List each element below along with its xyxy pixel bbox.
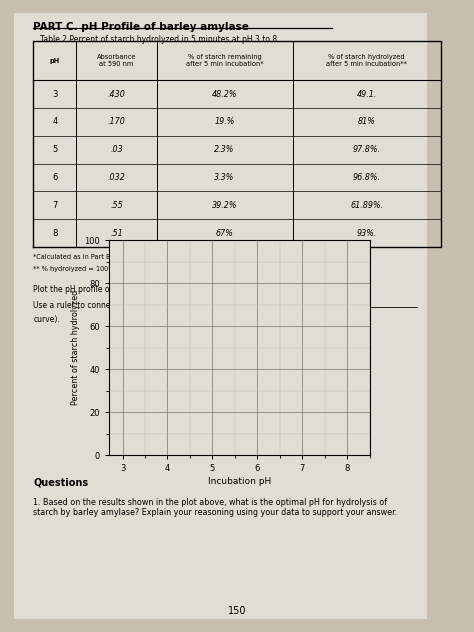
Text: ** % hydrolyzed = 100 - % remaining: ** % hydrolyzed = 100 - % remaining xyxy=(33,266,156,272)
Text: 81%: 81% xyxy=(358,118,375,126)
Text: from point to point (not a best-fit: from point to point (not a best-fit xyxy=(222,301,349,310)
Text: 5: 5 xyxy=(52,145,57,154)
Text: Plot the pH profile on the graph below.  Use open circles (O) to mark each data : Plot the pH profile on the graph below. … xyxy=(33,285,360,294)
Text: 6: 6 xyxy=(52,173,57,182)
Text: 67%: 67% xyxy=(216,229,234,238)
Text: 93%.: 93%. xyxy=(356,229,377,238)
Text: Questions: Questions xyxy=(33,477,88,487)
Text: .51: .51 xyxy=(110,229,123,238)
Text: 8: 8 xyxy=(52,229,57,238)
Text: 96.8%.: 96.8%. xyxy=(353,173,381,182)
Text: 61.89%.: 61.89%. xyxy=(350,201,383,210)
Text: *Calculated as in Part B (use the absorbance of the 0 tube in Part B for the cal: *Calculated as in Part B (use the absorb… xyxy=(33,253,319,260)
Text: 7: 7 xyxy=(52,201,57,210)
Text: .430: .430 xyxy=(108,90,126,99)
Text: .170: .170 xyxy=(108,118,126,126)
Text: .032: .032 xyxy=(108,173,126,182)
Text: 97.8%.: 97.8%. xyxy=(353,145,381,154)
Text: .55: .55 xyxy=(110,201,123,210)
Text: % of starch hydrolyzed
after 5 min incubation**: % of starch hydrolyzed after 5 min incub… xyxy=(326,54,407,67)
Text: Use a ruler to connect the data points with straight lines: Use a ruler to connect the data points w… xyxy=(33,301,253,310)
X-axis label: Incubation pH: Incubation pH xyxy=(208,477,271,486)
Text: 4: 4 xyxy=(52,118,57,126)
Text: 3.3%: 3.3% xyxy=(214,173,235,182)
Text: 49.1.: 49.1. xyxy=(356,90,377,99)
Text: 1. Based on the results shown in the plot above, what is the optimal pH for hydr: 1. Based on the results shown in the plo… xyxy=(33,498,397,518)
Text: 48.2%: 48.2% xyxy=(212,90,237,99)
FancyBboxPatch shape xyxy=(14,13,427,619)
Text: PART C. pH Profile of barley amylase: PART C. pH Profile of barley amylase xyxy=(33,22,249,32)
Text: 2.3%: 2.3% xyxy=(214,145,235,154)
Y-axis label: Percent of starch hydrolyzed: Percent of starch hydrolyzed xyxy=(71,290,80,405)
Text: 150: 150 xyxy=(228,606,246,616)
Text: curve).: curve). xyxy=(33,315,60,324)
Text: % of starch remaining
after 5 min incubation*: % of starch remaining after 5 min incuba… xyxy=(186,54,264,67)
Text: pH: pH xyxy=(50,58,60,64)
Text: 39.2%: 39.2% xyxy=(212,201,237,210)
Text: Table 2 Percent of starch hydrolyzed in 5 minutes at pH 3 to 8: Table 2 Percent of starch hydrolyzed in … xyxy=(40,35,277,44)
Text: .03: .03 xyxy=(110,145,123,154)
Text: Absorbance
at 590 nm: Absorbance at 590 nm xyxy=(97,54,137,67)
Text: 3: 3 xyxy=(52,90,57,99)
Text: 19.%: 19.% xyxy=(214,118,235,126)
